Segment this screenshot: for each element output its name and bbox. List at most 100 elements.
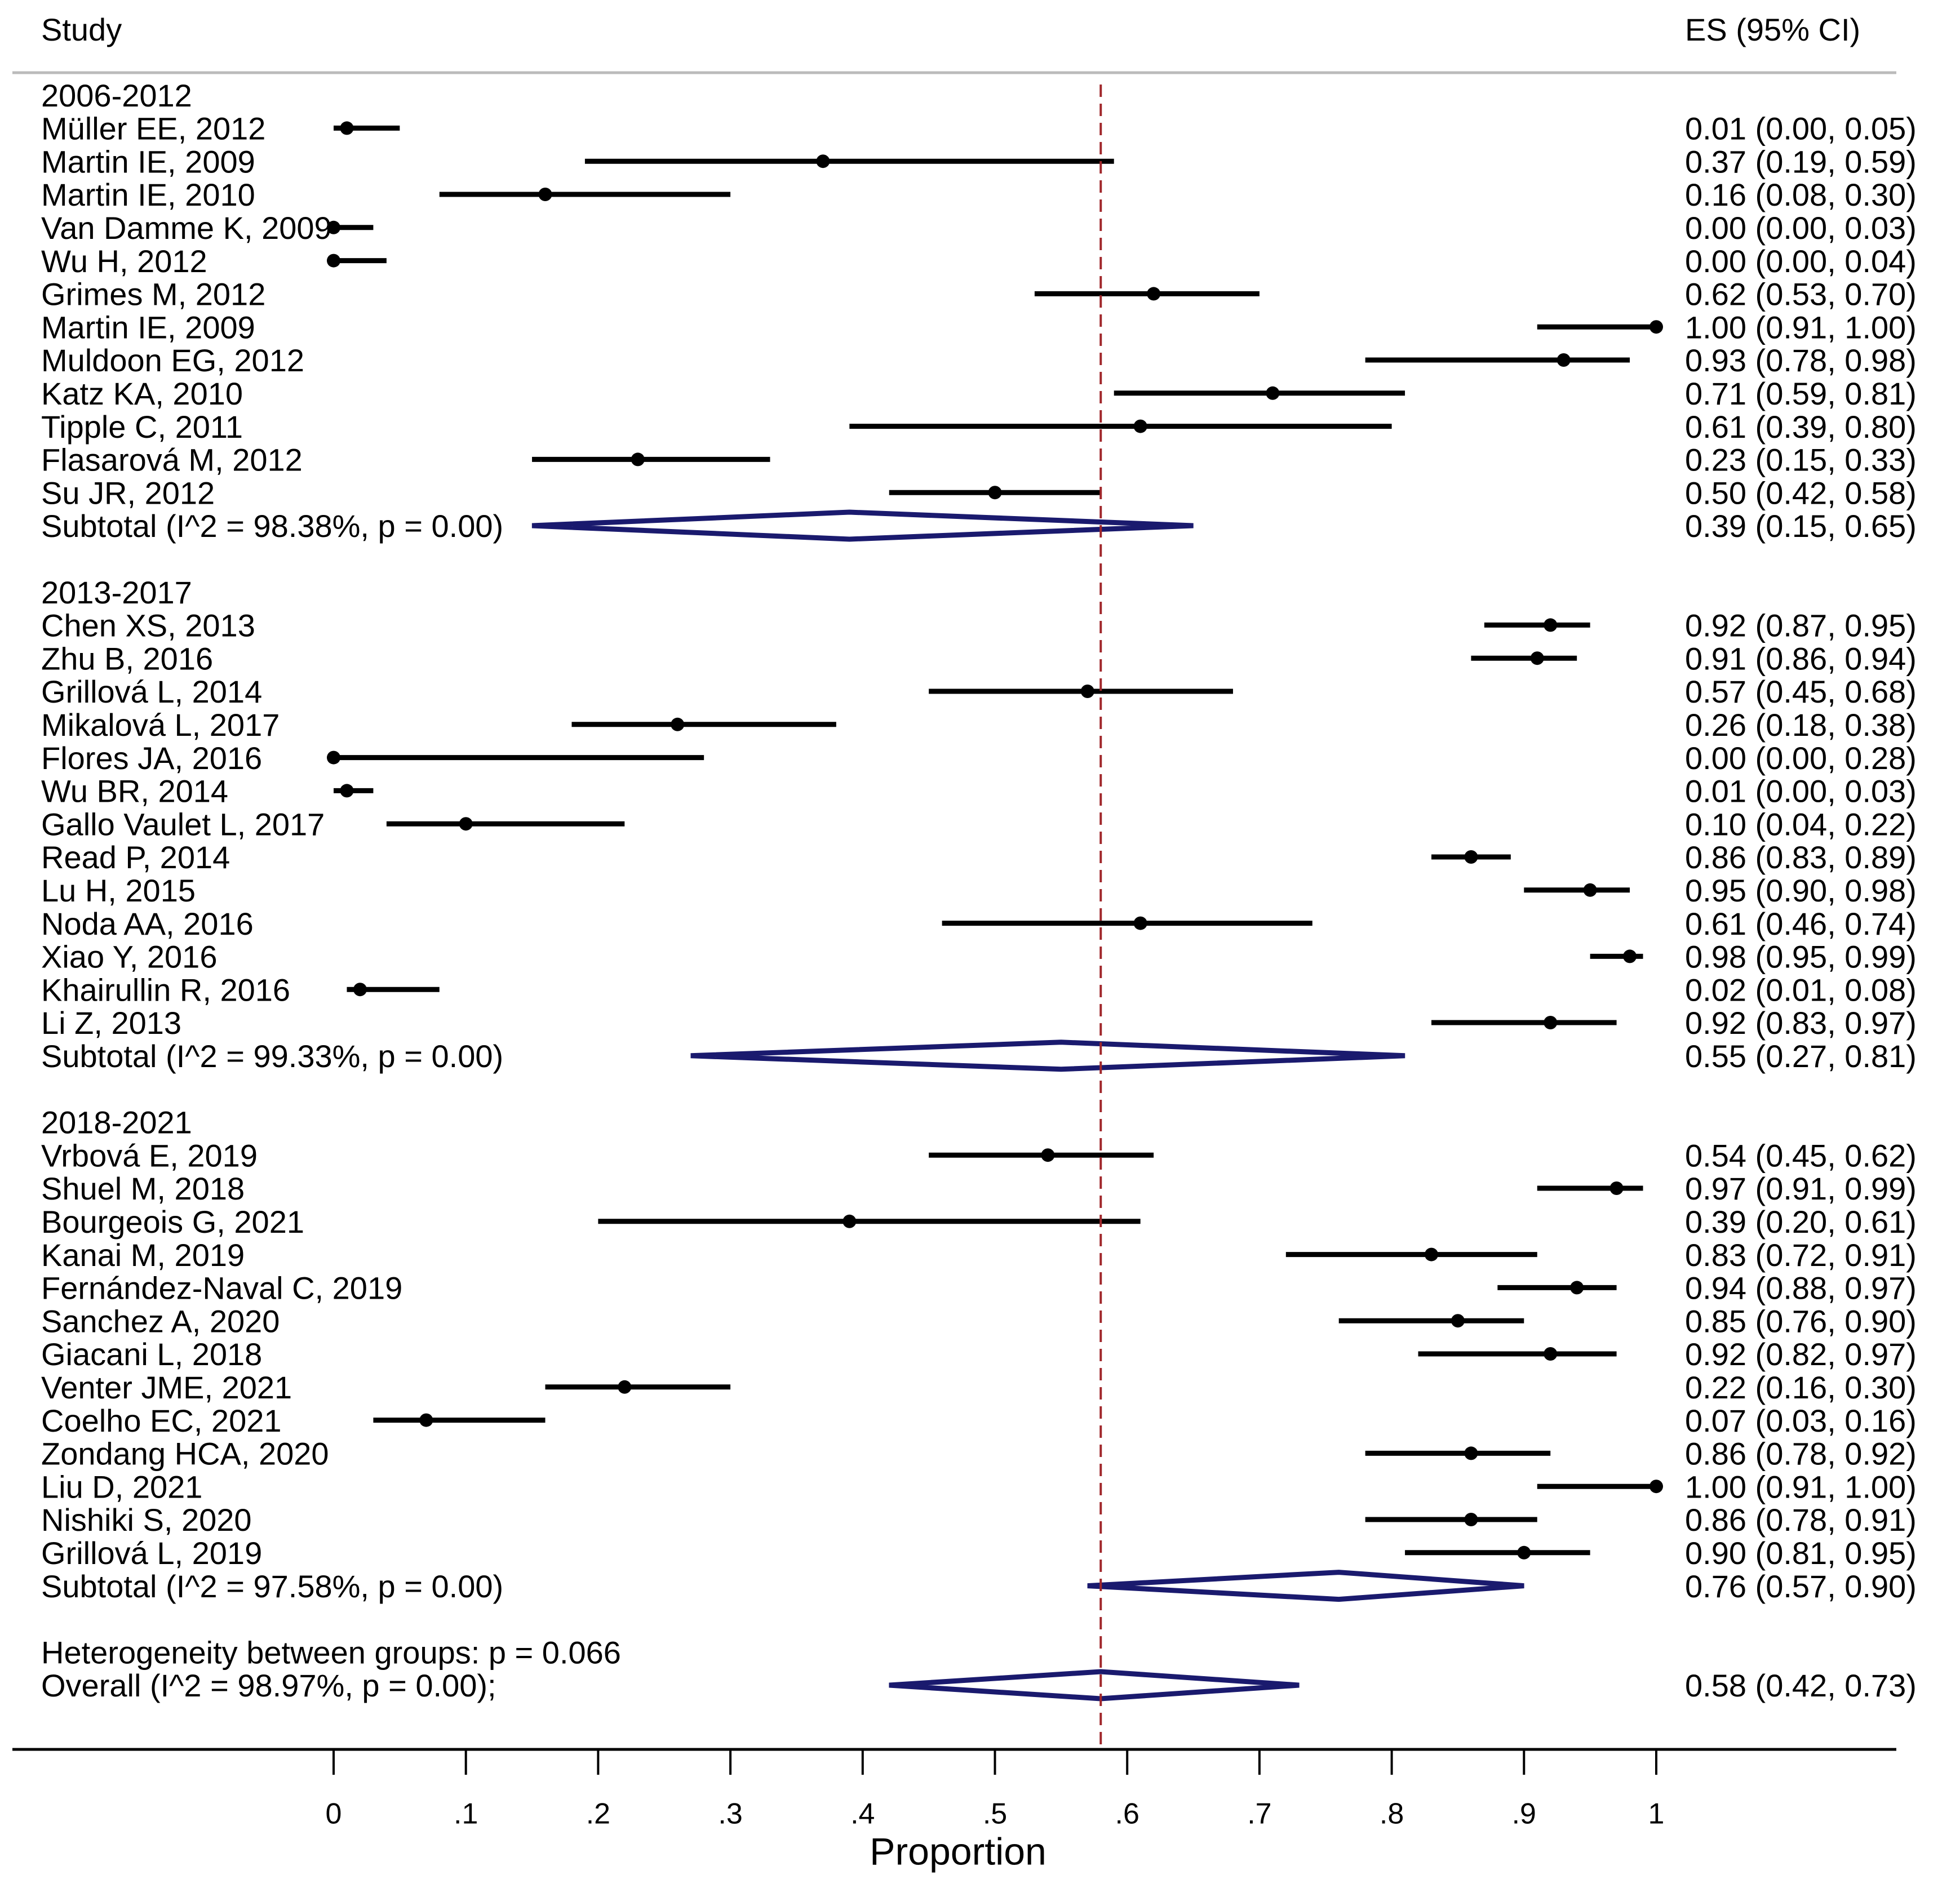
study-name: Sanchez A, 2020 xyxy=(41,1303,280,1339)
x-tick-label: 0 xyxy=(326,1798,342,1831)
es-value: 0.83 (0.72, 0.91) xyxy=(1685,1237,1917,1273)
study-name: Van Damme K, 2009 xyxy=(41,210,332,246)
point-estimate xyxy=(459,817,473,831)
study-name: Khairullin R, 2016 xyxy=(41,972,290,1007)
study-name: Chen XS, 2013 xyxy=(41,608,255,643)
study-name: Giacani L, 2018 xyxy=(41,1336,262,1372)
subtotal-diamond xyxy=(690,1039,1405,1072)
point-estimate xyxy=(1266,386,1280,400)
point-estimate xyxy=(842,1214,857,1228)
study-name: Martin IE, 2009 xyxy=(41,144,255,179)
es-value: 0.91 (0.86, 0.94) xyxy=(1685,641,1917,676)
es-value: 0.02 (0.01, 0.08) xyxy=(1685,972,1917,1007)
es-value: 0.23 (0.15, 0.33) xyxy=(1685,442,1917,478)
point-estimate xyxy=(1041,1148,1055,1162)
study-name: Liu D, 2021 xyxy=(41,1469,202,1504)
es-value: 0.07 (0.03, 0.16) xyxy=(1685,1403,1917,1438)
es-value: 0.98 (0.95, 0.99) xyxy=(1685,939,1917,975)
es-value: 0.57 (0.45, 0.68) xyxy=(1685,674,1917,709)
subtotal-es: 0.76 (0.57, 0.90) xyxy=(1685,1569,1917,1604)
point-estimate xyxy=(1517,1545,1531,1560)
x-tick-label: .4 xyxy=(850,1798,875,1831)
point-estimate xyxy=(538,188,552,201)
es-value: 0.16 (0.08, 0.30) xyxy=(1685,177,1917,212)
study-name: Flasarová M, 2012 xyxy=(41,442,303,478)
study-name: Venter JME, 2021 xyxy=(41,1370,292,1405)
subtotal-diamond xyxy=(1087,1570,1524,1602)
study-name: Tipple C, 2011 xyxy=(41,409,243,445)
study-name: Bourgeois G, 2021 xyxy=(41,1204,304,1240)
study-name: Zhu B, 2016 xyxy=(41,641,213,676)
es-value: 0.94 (0.88, 0.97) xyxy=(1685,1270,1917,1306)
study-name: Shuel M, 2018 xyxy=(41,1171,245,1206)
study-name: Read P, 2014 xyxy=(41,839,230,875)
point-estimate xyxy=(1133,916,1147,930)
es-value: 0.00 (0.00, 0.03) xyxy=(1685,210,1917,246)
overall-label: Overall (I^2 = 98.97%, p = 0.00); xyxy=(41,1668,496,1703)
es-value: 0.71 (0.59, 0.81) xyxy=(1685,376,1917,411)
subtotal-label: Subtotal (I^2 = 98.38%, p = 0.00) xyxy=(41,508,503,544)
point-estimate xyxy=(353,983,367,997)
point-estimate xyxy=(631,452,645,467)
es-value: 0.00 (0.00, 0.28) xyxy=(1685,740,1917,776)
es-value: 0.86 (0.83, 0.89) xyxy=(1685,839,1917,875)
es-value: 1.00 (0.91, 1.00) xyxy=(1685,309,1917,345)
es-value: 0.22 (0.16, 0.30) xyxy=(1685,1370,1917,1405)
point-estimate xyxy=(1425,1247,1439,1261)
x-tick-label: .8 xyxy=(1380,1798,1404,1831)
study-name: Vrbová E, 2019 xyxy=(41,1138,258,1173)
x-tick-label: 1 xyxy=(1648,1798,1665,1831)
x-tick-label: .3 xyxy=(718,1798,742,1831)
study-name: Xiao Y, 2016 xyxy=(41,939,217,975)
point-estimate xyxy=(1464,1513,1478,1526)
point-estimate xyxy=(1583,883,1597,897)
es-value: 0.93 (0.78, 0.98) xyxy=(1685,343,1917,378)
es-value: 0.10 (0.04, 0.22) xyxy=(1685,806,1917,842)
study-name: Martin IE, 2009 xyxy=(41,309,255,345)
study-name: Grimes M, 2012 xyxy=(41,277,265,312)
subtotal-es: 0.55 (0.27, 0.81) xyxy=(1685,1038,1917,1074)
es-value: 0.95 (0.90, 0.98) xyxy=(1685,873,1917,908)
es-value: 0.26 (0.18, 0.38) xyxy=(1685,707,1917,743)
point-estimate xyxy=(1557,353,1571,367)
es-value: 0.61 (0.46, 0.74) xyxy=(1685,906,1917,941)
es-value: 0.92 (0.82, 0.97) xyxy=(1685,1336,1917,1372)
point-estimate xyxy=(1544,1016,1558,1029)
point-estimate xyxy=(327,750,340,765)
es-value: 1.00 (0.91, 1.00) xyxy=(1685,1469,1917,1504)
point-estimate xyxy=(1544,618,1558,632)
x-tick-label: .2 xyxy=(586,1798,610,1831)
subtotal-diamond xyxy=(531,509,1194,542)
es-value: 0.85 (0.76, 0.90) xyxy=(1685,1303,1917,1339)
group-label: 2013-2017 xyxy=(41,575,192,610)
study-name: Martin IE, 2010 xyxy=(41,177,255,212)
point-estimate xyxy=(816,154,830,168)
es-value: 0.92 (0.87, 0.95) xyxy=(1685,608,1917,643)
point-estimate xyxy=(1544,1347,1558,1361)
group-label: 2018-2021 xyxy=(41,1105,192,1140)
x-tick-label: .5 xyxy=(983,1798,1007,1831)
es-value: 0.90 (0.81, 0.95) xyxy=(1685,1535,1917,1571)
study-name: Wu BR, 2014 xyxy=(41,774,228,809)
point-estimate xyxy=(327,254,340,268)
overall-diamond xyxy=(889,1669,1300,1702)
point-estimate xyxy=(1530,651,1544,665)
point-estimate xyxy=(988,486,1002,500)
es-value: 0.97 (0.91, 0.99) xyxy=(1685,1171,1917,1206)
es-value: 0.86 (0.78, 0.91) xyxy=(1685,1502,1917,1538)
point-estimate xyxy=(1080,685,1094,698)
study-name: Coelho EC, 2021 xyxy=(41,1403,282,1438)
point-estimate xyxy=(618,1380,632,1394)
point-estimate xyxy=(1570,1281,1584,1295)
study-name: Grillová L, 2019 xyxy=(41,1535,262,1571)
study-name: Li Z, 2013 xyxy=(41,1005,181,1041)
point-estimate xyxy=(1147,287,1161,301)
study-name: Kanai M, 2019 xyxy=(41,1237,245,1273)
study-name: Su JR, 2012 xyxy=(41,475,215,510)
x-tick-label: .1 xyxy=(454,1798,478,1831)
es-value: 0.61 (0.39, 0.80) xyxy=(1685,409,1917,445)
es-value: 0.50 (0.42, 0.58) xyxy=(1685,475,1917,510)
study-name: Lu H, 2015 xyxy=(41,873,196,908)
point-estimate xyxy=(340,784,354,798)
point-estimate xyxy=(1649,1480,1663,1494)
